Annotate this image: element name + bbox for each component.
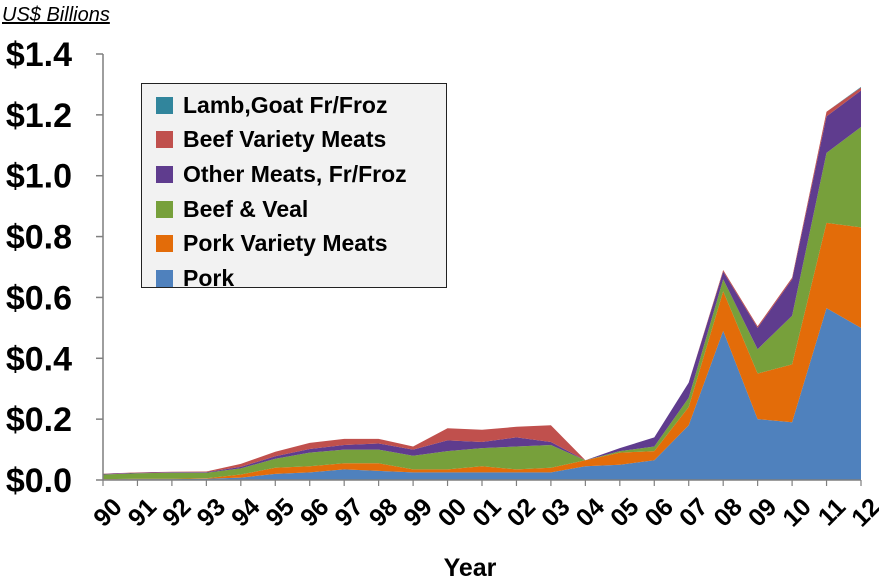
legend-item: Beef Variety Meats: [156, 123, 446, 158]
x-tick-labels: 9091929394959697989900010203040506070809…: [88, 493, 879, 533]
legend-label: Pork Variety Meats: [183, 230, 388, 257]
y-tick-label: $0.8: [6, 219, 72, 257]
area-series-0: [103, 308, 861, 480]
legend-swatch: [156, 269, 173, 287]
y-tick-label: $1.4: [6, 36, 72, 74]
y-tick-label: $0.6: [6, 279, 72, 317]
unit-label: US$ Billions: [2, 4, 110, 26]
legend-label: Beef Variety Meats: [183, 126, 387, 153]
legend-item: Beef & Veal: [156, 192, 446, 227]
y-tick-label: $0.4: [6, 340, 72, 378]
x-tick-label: 10: [777, 493, 816, 532]
x-tick-label: 12: [846, 493, 879, 532]
legend-label: Lamb,Goat Fr/Froz: [183, 91, 388, 118]
y-tick-label: $1.2: [6, 97, 72, 135]
legend-label: Beef & Veal: [183, 195, 309, 222]
legend-swatch: [156, 200, 173, 218]
legend: Lamb,Goat Fr/Froz Beef Variety Meats Other…: [141, 83, 447, 291]
legend-swatch: [156, 235, 173, 253]
x-axis-label: Year: [444, 554, 497, 582]
y-tick-labels: $0.0 $0.2 $0.4 $0.6 $0.8 $1.0 $1.2 $1.4: [6, 36, 72, 500]
y-tick-label: $0.2: [6, 401, 72, 439]
y-tick-label: $0.0: [6, 462, 72, 500]
legend-item: Pork Variety Meats: [156, 226, 446, 261]
legend-swatch: [156, 165, 173, 183]
legend-swatch: [156, 131, 173, 149]
y-tick-label: $1.0: [6, 158, 72, 196]
legend-item: Other Meats, Fr/Froz: [156, 157, 446, 192]
area-layers: [103, 86, 861, 480]
legend-swatch: [156, 96, 173, 114]
legend-label: Other Meats, Fr/Froz: [183, 160, 407, 187]
axes: [96, 53, 862, 486]
legend-label: Pork: [183, 264, 235, 291]
area-series-1: [103, 222, 861, 480]
legend-item: Pork: [156, 261, 446, 296]
legend-item: Lamb,Goat Fr/Froz: [156, 88, 446, 123]
